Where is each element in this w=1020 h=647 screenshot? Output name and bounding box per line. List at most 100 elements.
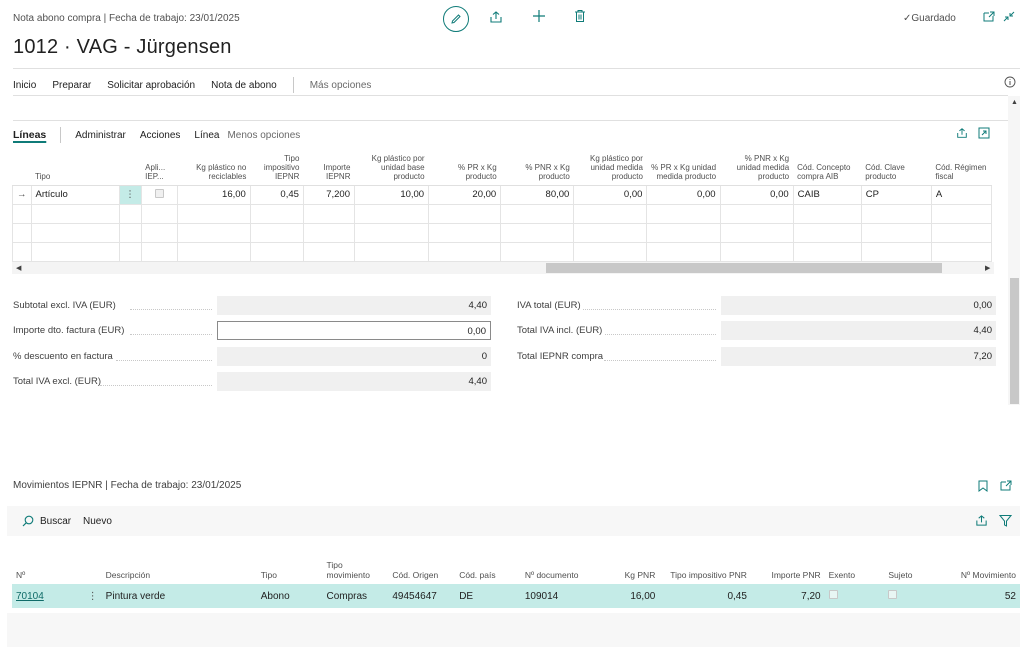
info-button[interactable] [1004, 76, 1016, 91]
scroll-left-icon[interactable]: ◀ [16, 265, 22, 272]
new-button[interactable] [532, 9, 546, 26]
cell-kg-no-reciclables[interactable]: 16,00 [176, 184, 251, 205]
exento-checkbox[interactable] [828, 590, 838, 599]
numero-link[interactable]: 70104 [16, 590, 44, 602]
cell-pnr-unidad-medida[interactable]: 0,00 [719, 184, 794, 205]
cell-cod-origen[interactable]: 49454647 [388, 584, 456, 608]
col-num-documento[interactable]: Nº documento [524, 570, 579, 580]
col-tipo-movimiento[interactable]: Tipo movimiento [326, 560, 370, 580]
col-importe-iepnr[interactable]: Importe IEPNR [303, 145, 355, 186]
cell-tipo-movimiento[interactable]: Compras [322, 584, 389, 608]
delete-button[interactable] [574, 9, 586, 26]
checkbox[interactable] [154, 188, 164, 198]
col-num-movimiento[interactable]: Nº Movimiento [960, 570, 1016, 580]
collapse-button[interactable] [1003, 11, 1015, 25]
col-sujeto[interactable]: Sujeto [888, 570, 913, 580]
lines-administrar[interactable]: Administrar [75, 129, 126, 141]
col-concepto-compra[interactable]: Cód. Concepto compra AIB [793, 145, 862, 186]
col-kg-unidad-medida[interactable]: Kg plástico por unidad medida producto [573, 145, 647, 186]
col-kg-no-reciclables[interactable]: Kg plástico no reciclables [177, 145, 251, 186]
share-button[interactable] [489, 10, 503, 27]
col-pr-kg[interactable]: % PR x Kg producto [428, 145, 501, 186]
vertical-scrollbar-thumb[interactable] [1010, 278, 1019, 404]
sujeto-checkbox[interactable] [888, 590, 898, 599]
row-menu-button[interactable]: ⋮ [83, 584, 102, 608]
menu-nota-de-abono[interactable]: Nota de abono [211, 79, 277, 91]
cell-kg-unidad-base[interactable]: 10,00 [353, 184, 430, 205]
horizontal-scrollbar-thumb[interactable] [546, 263, 942, 273]
cell-aplica-iepnr[interactable] [140, 184, 178, 205]
cell-kg-unidad-medida[interactable]: 0,00 [573, 184, 648, 205]
col-regimen-fiscal[interactable]: Cód. Régimen fiscal [931, 145, 992, 186]
open-new-window-button[interactable] [983, 11, 995, 25]
menu-mas-opciones[interactable]: Más opciones [309, 79, 372, 91]
col-aplica-iepnr[interactable]: Apli... IEP... [141, 145, 178, 186]
bookmark-button[interactable] [978, 480, 988, 495]
search-button-label[interactable]: Buscar [40, 516, 72, 527]
col-tipo[interactable]: Tipo [31, 145, 120, 186]
table-row-empty[interactable] [12, 222, 993, 243]
movimientos-open-window-button[interactable] [1000, 480, 1012, 494]
discount-amount-input[interactable]: 0,00 [217, 321, 491, 340]
col-tipo-impositivo-pnr[interactable]: Tipo impositivo PNR [670, 570, 747, 580]
cell-kg-pnr[interactable]: 16,00 [594, 584, 660, 608]
cell-tipo[interactable]: Artículo [30, 184, 120, 205]
col-cod-origen[interactable]: Cód. Origen [392, 570, 439, 580]
row-menu-button[interactable]: ⋮ [118, 184, 142, 205]
scroll-right-icon[interactable]: ▶ [985, 265, 991, 272]
menu-inicio[interactable]: Inicio [13, 79, 37, 91]
cell-pr-unidad-medida[interactable]: 0,00 [646, 184, 721, 205]
col-tipo[interactable]: Tipo [260, 570, 277, 580]
filter-button[interactable] [998, 514, 1013, 530]
lines-menos-opciones[interactable]: Menos opciones [227, 129, 301, 141]
col-descripcion[interactable]: Descripción [105, 570, 151, 580]
col-pnr-kg[interactable]: % PNR x Kg producto [500, 145, 574, 186]
divider [13, 120, 1008, 121]
cell-tipo[interactable]: Abono [256, 584, 323, 608]
cell-tipo-impositivo[interactable]: 0,45 [249, 184, 304, 205]
cell-concepto-compra[interactable]: CAIB [792, 184, 862, 205]
lines-expand-button[interactable] [978, 127, 990, 142]
lines-linea[interactable]: Línea [194, 129, 220, 141]
cell-clave-producto[interactable]: CP [860, 184, 932, 205]
col-numero[interactable]: Nº [16, 570, 26, 580]
col-exento[interactable]: Exento [828, 570, 856, 580]
scroll-up-icon[interactable]: ▲ [1011, 99, 1018, 106]
table-row[interactable]: → Artículo ⋮ 16,00 0,45 7,200 10,00 20,0… [12, 184, 993, 205]
cell-descripcion[interactable]: Pintura verde [101, 584, 257, 608]
cell-regimen-fiscal[interactable]: A [930, 184, 993, 205]
col-pnr-unidad-medida[interactable]: % PNR x Kg unidad medida producto [720, 145, 794, 186]
lines-acciones[interactable]: Acciones [139, 129, 181, 141]
search-button[interactable] [22, 515, 34, 530]
cell-pr-kg[interactable]: 20,00 [428, 184, 502, 205]
movimientos-share-button[interactable] [975, 514, 988, 530]
plus-icon [533, 10, 545, 22]
cell-num-movimiento[interactable]: 52 [946, 584, 1020, 608]
lines-share-button[interactable] [956, 127, 968, 142]
col-tipo-impositivo[interactable]: Tipo impositivo IEPNR [250, 145, 304, 186]
cell-num-documento[interactable]: 109014 [520, 584, 595, 608]
cell-importe-iepnr[interactable]: 7,200 [302, 184, 355, 205]
table-row[interactable]: 70104 ⋮ Pintura verde Abono Compras 4945… [12, 584, 1020, 608]
col-clave-producto[interactable]: Cód. Clave producto [861, 145, 932, 186]
menu-preparar[interactable]: Preparar [52, 79, 92, 91]
col-importe-pnr[interactable]: Importe PNR [771, 570, 821, 580]
table-row-empty[interactable] [12, 241, 993, 262]
lines-title[interactable]: Líneas [13, 129, 47, 141]
col-pr-unidad-medida[interactable]: % PR x Kg unidad medida producto [646, 145, 721, 186]
col-cod-pais[interactable]: Cód. país [459, 570, 496, 580]
col-kg-pnr[interactable]: Kg PNR [624, 570, 656, 580]
cell-tipo-impositivo-pnr[interactable]: 0,45 [659, 584, 751, 608]
col-kg-unidad-base[interactable]: Kg plástico por unidad base producto [354, 145, 429, 186]
dotted-leader [583, 309, 716, 310]
edit-button[interactable] [443, 6, 469, 32]
cell-importe-pnr[interactable]: 7,20 [750, 584, 825, 608]
cell-pnr-kg[interactable]: 80,00 [500, 184, 575, 205]
menu-solicitar-aprobacion[interactable]: Solicitar aprobación [107, 79, 196, 91]
cell-cod-pais[interactable]: DE [455, 584, 521, 608]
cell-exento[interactable] [824, 584, 885, 608]
table-row-empty[interactable] [12, 203, 993, 224]
cell-sujeto[interactable] [884, 584, 947, 608]
new-movimiento-button[interactable]: Nuevo [83, 516, 112, 527]
cell-numero[interactable]: 70104 [12, 584, 84, 608]
